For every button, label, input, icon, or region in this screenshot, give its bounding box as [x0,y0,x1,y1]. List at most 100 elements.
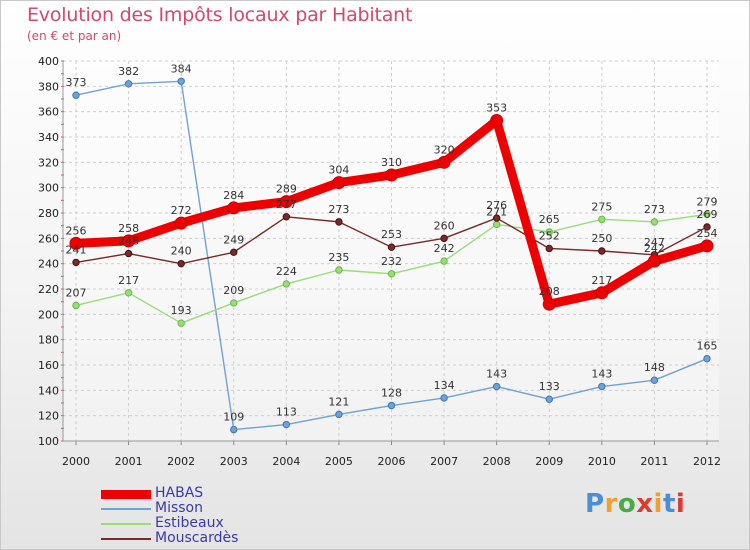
chart-title: Evolution des Impôts locaux par Habitant [27,4,413,26]
data-label-estibeaux: 275 [591,200,612,213]
point-misson [72,91,80,99]
point-habas [490,114,504,128]
legend-swatch-misson [101,508,151,510]
point-habas [122,234,136,248]
y-tick-label: 380 [38,80,59,93]
data-label-mouscardes: 250 [591,232,612,245]
data-label-habas: 208 [539,285,560,298]
data-label-misson: 143 [591,368,612,381]
logo-letter: i [675,489,686,519]
point-habas [332,176,346,190]
legend-item-misson: Misson [101,501,321,517]
x-tick-label: 2005 [325,455,353,468]
y-tick-label: 240 [38,258,59,271]
x-tick-label: 2001 [115,455,143,468]
y-tick-label: 320 [38,156,59,169]
y-tick-label: 180 [38,334,59,347]
x-tick-label: 2002 [167,455,195,468]
data-label-habas: 304 [328,164,349,177]
axes: 100 120 140 160 180 200 220 240 260 280 300 320 340 3… [38,55,721,468]
legend-label-mouscardes: Mouscardès [155,530,239,546]
logo-letter: o [617,489,637,519]
point-misson [650,376,659,384]
point-estibeaux [387,270,396,278]
data-label-misson: 133 [539,380,560,393]
data-label-estibeaux: 193 [171,304,192,317]
x-tick-label: 2011 [640,455,668,468]
proxiti-logo: Proxiti [585,489,685,519]
point-misson [598,382,606,391]
legend-label-misson: Misson [155,500,203,516]
y-tick-label: 260 [38,232,59,245]
data-label-habas: 272 [171,204,192,217]
data-label-habas: 353 [486,102,507,115]
data-label-mouscardes: 253 [381,228,402,241]
y-tick-label: 400 [38,55,59,68]
data-label-misson: 384 [171,62,192,75]
data-label-misson: 382 [118,65,139,78]
data-label-habas: 217 [591,274,612,287]
data-label-mouscardes: 252 [539,229,560,242]
data-label-mouscardes: 240 [171,245,192,258]
logo-letter: P [585,489,605,519]
point-mouscardes [598,247,606,255]
y-tick-label: 300 [38,182,59,195]
x-tick-label: 2012 [693,455,721,468]
data-label-estibeaux: 279 [697,195,718,208]
y-tick-label: 160 [38,359,59,372]
point-mouscardes [545,244,553,253]
point-habas [279,195,293,209]
point-misson [387,401,396,410]
point-estibeaux [703,210,711,218]
logo-letter: r [604,489,618,519]
legend-swatch-mouscardes [101,538,151,540]
data-label-habas: 258 [118,222,139,235]
data-label-mouscardes: 276 [486,199,507,212]
data-label-estibeaux: 271 [486,205,507,218]
point-mouscardes [124,249,133,258]
data-label-misson: 121 [328,395,349,408]
point-misson [703,354,711,363]
point-habas [700,239,714,253]
point-habas [595,286,609,300]
data-label-habas: 284 [223,189,244,202]
point-mouscardes [440,234,448,243]
logo-letter: i [653,489,663,519]
y-tick-label: 140 [38,384,59,397]
y-tick-label: 280 [38,207,59,220]
data-labels: 256 258 272 284 289 304 310 320 353 208 217 242 254 3… [66,62,718,423]
data-label-mouscardes: 247 [644,236,665,249]
data-label-habas: 320 [434,143,455,156]
data-label-estibeaux: 209 [223,284,244,297]
data-label-mouscardes: 277 [276,198,297,211]
data-label-mouscardes: 249 [223,233,244,246]
point-estibeaux [440,257,448,265]
chart-subtitle: (en € et par an) [27,29,122,43]
point-mouscardes [703,223,711,231]
data-label-misson: 165 [697,340,718,353]
point-habas [385,168,398,182]
x-tick-label: 2004 [272,455,300,468]
point-habas [647,254,661,268]
logo-letter: x [636,489,654,519]
point-misson [124,80,133,88]
point-estibeaux [282,280,291,288]
y-tick-label: 120 [38,410,59,423]
point-misson [230,425,238,434]
series [69,77,714,434]
point-estibeaux [124,289,133,297]
point-habas [437,155,451,169]
point-misson [440,394,448,402]
legend-item-habas: HABAS [101,486,321,502]
point-habas [542,297,556,311]
data-label-estibeaux: 217 [118,274,139,287]
point-habas [227,201,241,215]
data-label-estibeaux: 224 [276,265,297,278]
point-estibeaux [177,319,185,327]
x-tick-label: 2009 [535,455,563,468]
y-tick-label: 340 [38,131,59,144]
point-mouscardes [387,243,396,251]
x-tick-label: 2007 [430,455,458,468]
x-tick-label: 2008 [483,455,511,468]
data-label-habas: 254 [697,227,718,240]
